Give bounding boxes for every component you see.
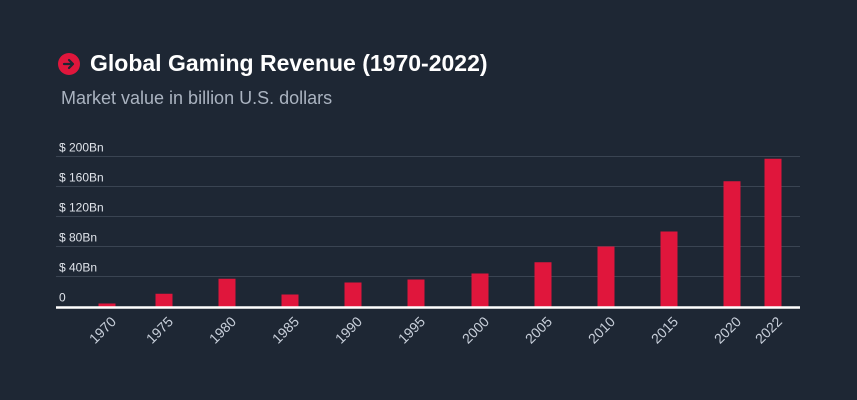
- y-tick-label: $ 160Bn: [59, 171, 104, 185]
- x-tick-label: 1990: [332, 313, 365, 346]
- bar-2005: [534, 262, 552, 307]
- y-tick-label: 0: [59, 291, 66, 305]
- x-tick-label: 1985: [269, 313, 302, 346]
- y-tick-label: $ 200Bn: [59, 141, 104, 155]
- chart-title: Global Gaming Revenue (1970-2022): [90, 50, 488, 76]
- x-tick-label: 2015: [648, 313, 681, 346]
- bar-2000: [471, 273, 489, 307]
- x-tick-label: 2010: [585, 313, 618, 346]
- bar-1980: [218, 278, 236, 307]
- bar-2020: [723, 181, 741, 307]
- chart-header: Global Gaming Revenue (1970-2022): [58, 50, 488, 77]
- bar-1990: [344, 282, 362, 307]
- x-tick-label: 1975: [143, 313, 176, 346]
- bar-1985: [281, 294, 299, 307]
- x-tick-label: 2020: [711, 313, 744, 346]
- bar-2015: [660, 231, 678, 307]
- y-tick-label: $ 80Bn: [59, 231, 97, 245]
- chart-subtitle: Market value in billion U.S. dollars: [61, 88, 333, 108]
- x-tick-label: 2022: [752, 313, 785, 346]
- x-tick-label: 2005: [522, 313, 555, 346]
- x-tick-label: 1970: [86, 313, 119, 346]
- bar-1970: [98, 303, 116, 307]
- arrow-right-circle-icon: [58, 52, 80, 75]
- bar-1975: [155, 293, 173, 307]
- y-tick-label: $ 120Bn: [59, 201, 104, 215]
- x-tick-label: 1995: [395, 313, 428, 346]
- y-tick-label: $ 40Bn: [59, 261, 97, 275]
- x-tick-label: 2000: [459, 313, 492, 346]
- bar-2010: [597, 246, 615, 307]
- bar-1995: [407, 279, 425, 307]
- x-tick-label: 1980: [206, 313, 239, 346]
- bar-2022: [764, 158, 782, 307]
